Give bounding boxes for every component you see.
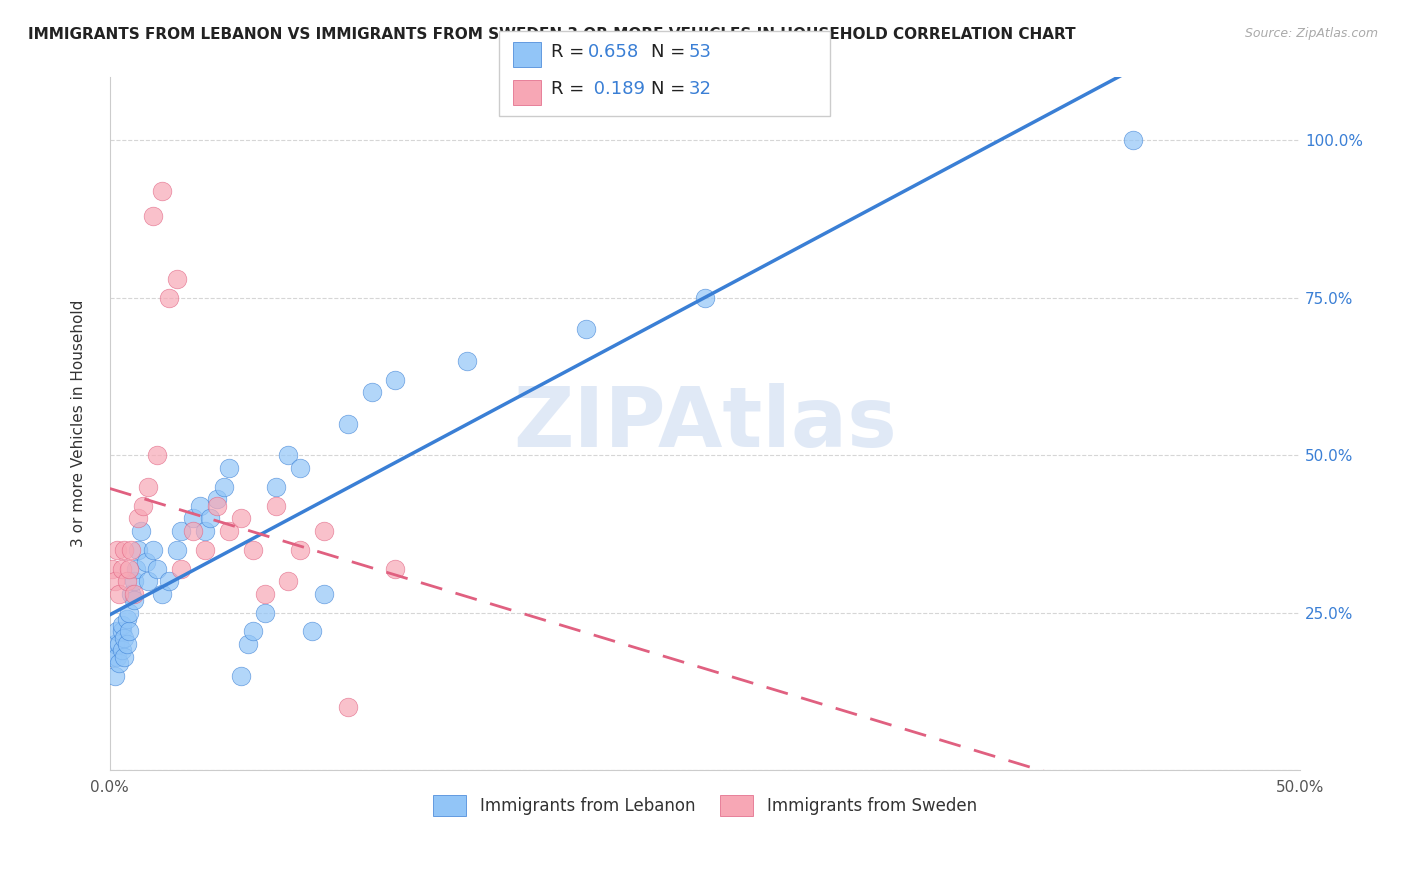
Point	[142, 542, 165, 557]
Point	[290, 542, 312, 557]
Point	[150, 184, 173, 198]
Point	[132, 499, 155, 513]
Point	[104, 668, 127, 682]
Point	[198, 511, 221, 525]
Point	[105, 542, 128, 557]
Text: R =: R =	[551, 43, 591, 61]
Point	[384, 561, 406, 575]
Point	[112, 631, 135, 645]
Point	[104, 637, 127, 651]
Point	[693, 291, 716, 305]
Point	[194, 524, 217, 538]
Point	[129, 524, 152, 538]
Point	[136, 574, 159, 588]
Point	[118, 561, 141, 575]
Point	[360, 385, 382, 400]
Point	[205, 492, 228, 507]
Point	[290, 460, 312, 475]
Point	[166, 272, 188, 286]
Point	[146, 561, 169, 575]
Point	[229, 511, 252, 525]
Point	[127, 542, 149, 557]
Point	[170, 561, 193, 575]
Point	[166, 542, 188, 557]
Point	[118, 624, 141, 639]
Point	[312, 524, 335, 538]
Point	[575, 322, 598, 336]
Point	[108, 587, 131, 601]
Point	[125, 561, 148, 575]
Point	[112, 542, 135, 557]
Point	[120, 542, 142, 557]
Point	[157, 291, 180, 305]
Point	[188, 499, 211, 513]
Point	[266, 480, 288, 494]
Point	[157, 574, 180, 588]
Point	[111, 624, 134, 639]
Text: R =: R =	[551, 80, 591, 98]
Point	[242, 624, 264, 639]
Point	[301, 624, 323, 639]
Point	[384, 373, 406, 387]
Point	[242, 542, 264, 557]
Point	[104, 574, 127, 588]
Text: IMMIGRANTS FROM LEBANON VS IMMIGRANTS FROM SWEDEN 3 OR MORE VEHICLES IN HOUSEHOL: IMMIGRANTS FROM LEBANON VS IMMIGRANTS FR…	[28, 27, 1076, 42]
Point	[181, 511, 204, 525]
Point	[115, 612, 138, 626]
Point	[336, 417, 359, 431]
Point	[108, 637, 131, 651]
Point	[127, 511, 149, 525]
Point	[146, 448, 169, 462]
Text: Source: ZipAtlas.com: Source: ZipAtlas.com	[1244, 27, 1378, 40]
Point	[212, 480, 235, 494]
Point	[170, 524, 193, 538]
Point	[205, 499, 228, 513]
Point	[108, 656, 131, 670]
Point	[136, 480, 159, 494]
Point	[312, 587, 335, 601]
Point	[194, 542, 217, 557]
Point	[142, 209, 165, 223]
Point	[101, 649, 124, 664]
Point	[111, 618, 134, 632]
Point	[101, 561, 124, 575]
Text: 53: 53	[689, 43, 711, 61]
Point	[277, 448, 299, 462]
Point	[105, 649, 128, 664]
Point	[229, 668, 252, 682]
Point	[135, 555, 157, 569]
Legend: Immigrants from Lebanon, Immigrants from Sweden: Immigrants from Lebanon, Immigrants from…	[425, 787, 986, 824]
Y-axis label: 3 or more Vehicles in Household: 3 or more Vehicles in Household	[72, 300, 86, 548]
Point	[266, 499, 288, 513]
Point	[122, 587, 145, 601]
Point	[120, 587, 142, 601]
Point	[122, 593, 145, 607]
Point	[236, 637, 259, 651]
Text: ZIPAtlas: ZIPAtlas	[513, 384, 897, 464]
Point	[253, 606, 276, 620]
Point	[118, 606, 141, 620]
Text: 0.189: 0.189	[588, 80, 645, 98]
Point	[181, 524, 204, 538]
Point	[105, 624, 128, 639]
Point	[112, 649, 135, 664]
Text: 32: 32	[689, 80, 711, 98]
Point	[111, 643, 134, 657]
Point	[150, 587, 173, 601]
Point	[111, 561, 134, 575]
Point	[336, 700, 359, 714]
Point	[122, 574, 145, 588]
Point	[218, 524, 240, 538]
Text: N =: N =	[651, 43, 690, 61]
Text: 0.658: 0.658	[588, 43, 638, 61]
Point	[115, 574, 138, 588]
Point	[456, 353, 478, 368]
Point	[218, 460, 240, 475]
Point	[277, 574, 299, 588]
Text: N =: N =	[651, 80, 690, 98]
Point	[253, 587, 276, 601]
Point	[1122, 133, 1144, 147]
Point	[115, 637, 138, 651]
